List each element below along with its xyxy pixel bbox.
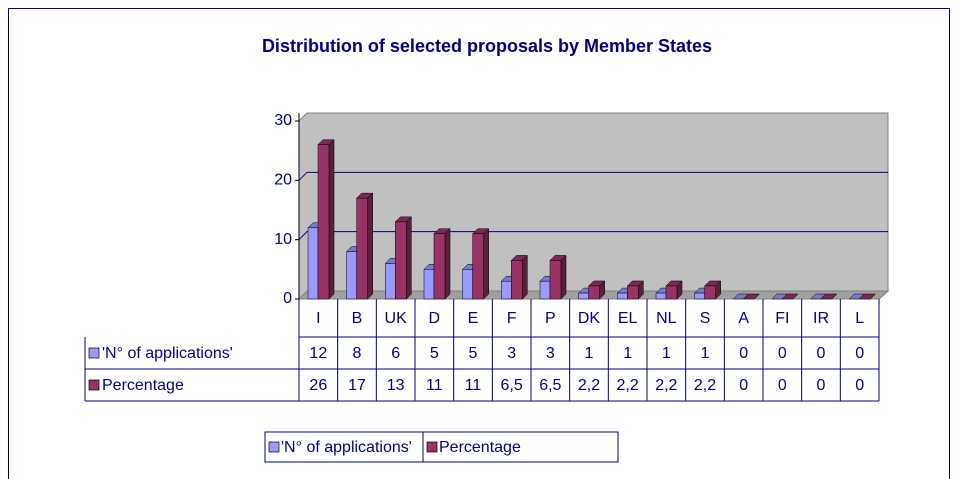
legend-key (268, 441, 280, 453)
bar (694, 292, 705, 300)
table-value: 12 (309, 345, 327, 362)
legend-key (88, 347, 100, 359)
legend-frame (264, 431, 424, 463)
bar-top (858, 293, 876, 300)
x-tick-label: F (507, 310, 517, 327)
bar (549, 260, 562, 300)
bar-top (742, 293, 760, 300)
bar (655, 292, 667, 300)
bar (501, 280, 512, 300)
table-value: 8 (353, 345, 362, 362)
x-tick-label: E (468, 310, 479, 327)
bar (539, 280, 551, 300)
bar (627, 285, 639, 300)
x-tick-label: P (545, 310, 556, 327)
x-tick-label: DK (578, 310, 601, 327)
bar (511, 260, 523, 300)
table-value: 13 (387, 377, 405, 394)
bar-top (781, 293, 799, 300)
bar (472, 233, 484, 300)
legend-key (88, 379, 100, 391)
table-value: 0 (817, 345, 826, 362)
table-value: 6,5 (501, 377, 523, 394)
table-value: 3 (546, 345, 555, 362)
bar-side (560, 254, 567, 300)
bar (317, 144, 330, 300)
x-tick-label: UK (385, 310, 408, 327)
table-value: 5 (430, 345, 439, 362)
table-value: 0 (855, 345, 864, 362)
bar (385, 263, 396, 300)
table-value: 0 (778, 377, 787, 394)
bar-side (328, 139, 335, 300)
table-row-label: 'N° of applications' (102, 345, 233, 362)
bar-side (367, 192, 373, 300)
table-value: 1 (623, 345, 632, 362)
bar-side (522, 254, 528, 300)
table-value: 3 (507, 345, 516, 362)
bar (423, 269, 435, 300)
table-value: 0 (739, 345, 748, 362)
table-value: 2,2 (617, 377, 639, 394)
x-tick-label: EL (618, 310, 638, 327)
table-value: 0 (739, 377, 748, 394)
bar-top (820, 293, 838, 300)
table-value: 1 (662, 345, 671, 362)
bar (665, 285, 678, 300)
table-row-label: Percentage (102, 377, 184, 394)
table-value: 1 (585, 345, 594, 362)
x-tick-label: FI (775, 310, 789, 327)
legend-label: Percentage (439, 439, 521, 456)
table-value: 1 (701, 345, 710, 362)
table-value: 26 (309, 377, 327, 394)
x-tick-label: D (429, 310, 441, 327)
y-tick-label: 20 (274, 172, 292, 189)
bar (356, 197, 368, 300)
table-value: 2,2 (578, 377, 600, 394)
y-tick-label: 0 (283, 290, 292, 307)
table-value: 2,2 (655, 377, 677, 394)
table-value: 6,5 (539, 377, 561, 394)
table-value: 5 (469, 345, 478, 362)
table-value: 0 (855, 377, 864, 394)
bar (588, 285, 600, 300)
bar (704, 285, 716, 300)
x-tick-label: L (855, 310, 864, 327)
bar (578, 292, 589, 300)
table-value: 11 (426, 377, 443, 394)
bar (395, 221, 407, 300)
x-tick-label: S (700, 310, 711, 327)
table-value: 11 (465, 377, 482, 394)
grid-line (298, 231, 888, 241)
table-value: 6 (391, 345, 400, 362)
grid-line (298, 171, 888, 181)
bar-side (483, 228, 489, 300)
x-tick-label: I (316, 310, 320, 327)
chart-title: Distribution of selected proposals by Me… (262, 36, 712, 56)
x-tick-label: B (352, 310, 363, 327)
legend-key (426, 441, 438, 453)
table-value: 2,2 (694, 377, 716, 394)
y-tick-label: 10 (274, 231, 292, 248)
table-value: 17 (348, 377, 366, 394)
table-value: 0 (778, 345, 787, 362)
y-tick-label: 30 (274, 112, 292, 129)
bar-side (406, 216, 412, 300)
bar (617, 292, 628, 300)
legend-label: 'N° of applications' (281, 439, 412, 456)
x-tick-label: IR (813, 310, 829, 327)
x-tick-label: NL (656, 310, 677, 327)
table-value: 0 (817, 377, 826, 394)
bar (462, 269, 473, 300)
bar (433, 233, 446, 300)
bar (307, 227, 319, 300)
x-tick-label: A (738, 310, 749, 327)
bar-side (444, 228, 451, 300)
bar (346, 251, 357, 300)
